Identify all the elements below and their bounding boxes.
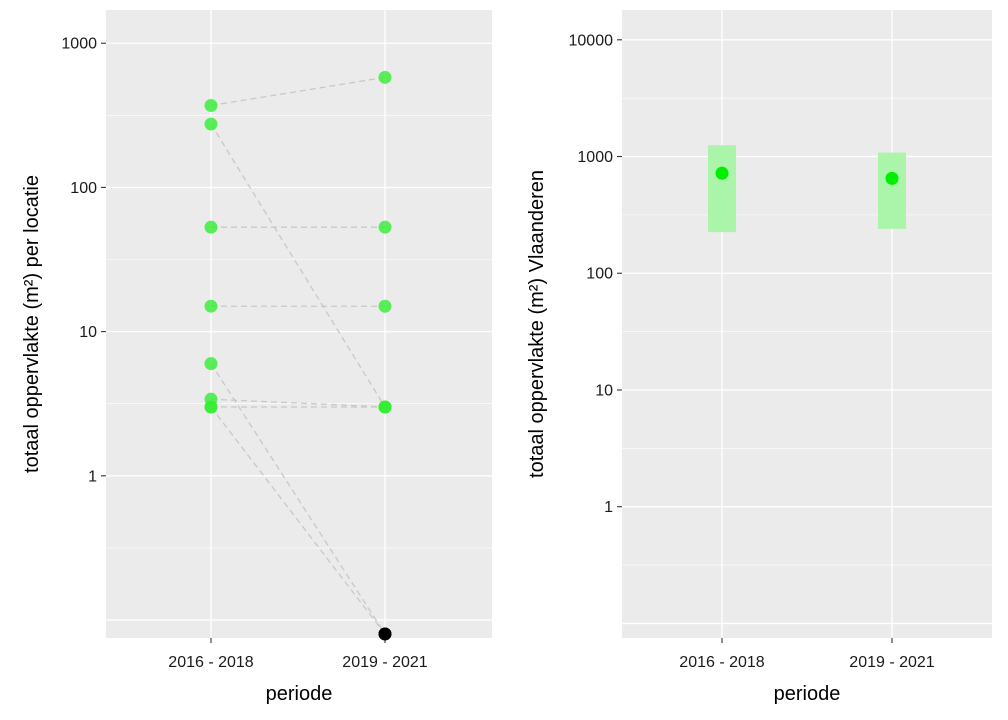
x-tick-label: 2016 - 2018	[679, 654, 765, 671]
left-gridlines	[106, 10, 492, 638]
connecting-line	[210, 123, 386, 408]
right-x-axis-label: periode	[774, 683, 841, 705]
y-tick-label: 100	[586, 266, 613, 283]
interval-bar	[878, 152, 906, 229]
left-plot: 1 10 100 1000 2016 - 2018 2019 - 2021 period…	[21, 10, 492, 705]
data-point	[378, 299, 392, 313]
y-tick-label: 1000	[61, 36, 97, 53]
left-y-ticks: 1 10 100 1000	[61, 36, 106, 485]
x-tick-label: 2019 - 2021	[342, 654, 428, 671]
y-tick-label: 10000	[569, 32, 614, 49]
left-y-axis-label: totaal oppervlakte (m²) per locatie	[21, 175, 43, 473]
data-point	[204, 357, 218, 371]
y-tick-label: 1	[88, 468, 97, 485]
left-connecting-lines	[210, 76, 386, 635]
left-data-points	[204, 70, 392, 641]
right-data-points	[715, 166, 899, 185]
y-tick-label: 1000	[577, 149, 613, 166]
connecting-line	[210, 406, 386, 635]
x-tick-label: 2019 - 2021	[849, 654, 935, 671]
connecting-line	[210, 398, 386, 408]
interval-bar	[708, 145, 736, 233]
data-point	[715, 166, 729, 180]
y-tick-label: 10	[595, 382, 613, 399]
y-tick-label: 10	[79, 324, 97, 341]
left-x-axis-label: periode	[266, 683, 333, 705]
left-plot-background	[106, 10, 492, 638]
right-plot-background	[622, 10, 992, 638]
right-y-axis-label: totaal oppervlakte (m²) Vlaanderen	[526, 170, 548, 478]
data-point	[204, 117, 218, 131]
data-point	[204, 400, 218, 414]
x-tick-label: 2016 - 2018	[168, 654, 254, 671]
right-interval-bars	[708, 145, 906, 233]
y-tick-label: 1	[604, 499, 613, 516]
connecting-line	[210, 363, 386, 635]
left-x-ticks: 2016 - 2018 2019 - 2021	[168, 638, 428, 671]
right-x-ticks: 2016 - 2018 2019 - 2021	[679, 638, 935, 671]
data-point	[378, 70, 392, 84]
data-point	[204, 299, 218, 313]
data-point	[204, 220, 218, 234]
data-point	[378, 627, 392, 641]
right-y-ticks: 1 10 100 1000 10000	[569, 32, 622, 516]
data-point	[378, 400, 392, 414]
data-point	[885, 171, 899, 185]
data-point	[378, 220, 392, 234]
right-gridlines	[622, 10, 992, 638]
y-tick-label: 100	[70, 180, 97, 197]
data-point	[204, 98, 218, 112]
right-plot: 1 10 100 1000 10000 2016 - 2018 2019 - 2021 p…	[526, 10, 992, 705]
